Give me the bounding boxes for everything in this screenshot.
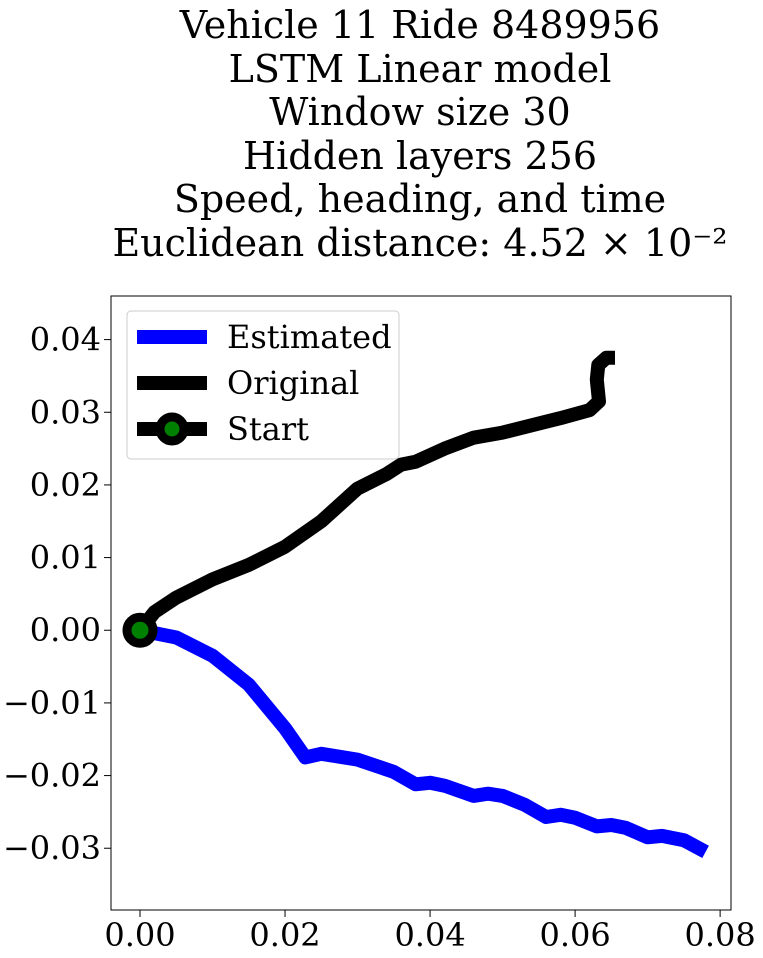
- x-tick-label: 0.04: [394, 916, 465, 954]
- x-tick-label: 0.08: [684, 916, 755, 954]
- y-tick-label: 0.00: [30, 611, 101, 649]
- legend-label-start: Start: [227, 410, 309, 448]
- y-tick-label: 0.04: [30, 321, 101, 359]
- x-tick-label: 0.00: [104, 916, 175, 954]
- y-tick-label: −0.03: [3, 829, 101, 867]
- title-line-5: Speed, heading, and time: [173, 177, 667, 221]
- title-line-4: Hidden layers 256: [242, 133, 598, 178]
- y-tick-label: 0.03: [30, 393, 101, 431]
- series-line-estimated: [138, 623, 709, 859]
- title-line-1: Vehicle 11 Ride 8489956: [179, 3, 661, 47]
- y-tick-label: 0.01: [30, 539, 101, 577]
- series-line-original: [134, 350, 615, 635]
- x-tick-label: 0.06: [539, 916, 610, 954]
- y-tick-label: 0.02: [30, 466, 101, 504]
- y-tick-label: −0.02: [3, 757, 101, 795]
- title-line-6: Euclidean distance: 4.52 × 10⁻²: [112, 220, 728, 265]
- start-marker: [122, 612, 158, 648]
- title-line-2: LSTM Linear model: [228, 46, 612, 91]
- x-tick-label: 0.02: [249, 916, 320, 954]
- legend: Estimated Original Start: [126, 310, 400, 460]
- legend-start-marker: [155, 412, 189, 446]
- plot-frame: [110, 295, 732, 911]
- legend-label-original: Original: [227, 364, 359, 402]
- axes-layer: 0.00 0.02 0.04 0.06 0.08 0.04 0.03 0.02 0.01 0.00…: [3, 295, 756, 954]
- title-line-3: Window size 30: [269, 90, 571, 134]
- series-layer: [122, 350, 709, 859]
- legend-label-estimated: Estimated: [227, 318, 392, 356]
- y-tick-label: −0.01: [3, 684, 101, 722]
- chart-title: Vehicle 11 Ride 8489956 LSTM Linear mode…: [0, 3, 763, 265]
